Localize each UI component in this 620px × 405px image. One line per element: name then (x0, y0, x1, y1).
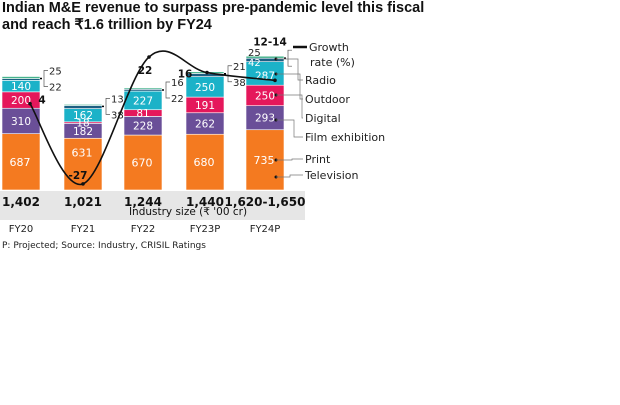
segment-value-label: 310 (11, 116, 31, 128)
outdoor-value-label: 22 (49, 83, 62, 94)
growth-rate-label: 12-14 (253, 36, 287, 48)
segment-value-label: 228 (133, 121, 153, 133)
total-label: 1,021 (64, 195, 102, 209)
x-tick-label: FY23P (190, 224, 221, 235)
segment-value-label: 140 (11, 81, 31, 93)
growth-rate-label: -27 (69, 170, 88, 182)
legend-leader-line (276, 158, 303, 161)
growth-point (147, 55, 151, 59)
segment-value-label: 670 (132, 157, 153, 170)
bar-segment-print (245, 105, 285, 131)
bar-segment-radio (1, 76, 41, 79)
legend-label-radio: Radio (305, 74, 336, 87)
chart-title: Indian M&E revenue to surpass pre-pandem… (2, 0, 425, 33)
bracket (43, 70, 48, 87)
outdoor-value-label: 42 (248, 58, 261, 69)
segment-value-label: 18 (76, 118, 89, 130)
legend-label-digital: Digital (305, 112, 341, 125)
bar-segment-television (1, 133, 41, 191)
legend-growth-label: Growth (309, 41, 349, 54)
x-tick-label: FY24P (250, 224, 281, 235)
growth-point (81, 182, 85, 186)
outdoor-value-label: 38 (111, 110, 124, 121)
growth-point (28, 101, 32, 106)
growth-rate-label: 22 (138, 65, 153, 77)
legend-leader-line (276, 174, 303, 178)
total-label: 1,244 (124, 195, 162, 209)
legend-leader-line (276, 73, 303, 100)
total-label: 1,620-1,650 (225, 195, 306, 209)
bracket (227, 65, 232, 83)
segment-value-label: 735 (254, 154, 275, 167)
bar-segment-television (185, 133, 225, 191)
growth-rate-line (29, 50, 276, 185)
segment-value-label: 262 (195, 118, 215, 130)
bar-segment-television (123, 134, 163, 191)
segment-value-label: 680 (194, 156, 215, 169)
radio-value-label: 16 (171, 78, 184, 89)
bracket (287, 49, 292, 67)
segment-value-label: 250 (195, 82, 215, 94)
segment-value-label: 687 (10, 156, 31, 169)
outdoor-value-label: 22 (171, 94, 184, 105)
footnote: P: Projected; Source: Industry, CRISIL R… (2, 241, 206, 251)
x-tick-label: FY20 (9, 224, 34, 235)
segment-value-label: 200 (11, 95, 31, 107)
bar-segment-radio (245, 55, 285, 59)
segment-value-label: 191 (195, 100, 215, 112)
radio-value-label: 25 (248, 48, 261, 59)
legend-growth-label-2: rate (%) (310, 56, 355, 69)
bar-segment-outdoor (63, 105, 103, 109)
bracket (165, 81, 170, 99)
segment-value-label: 162 (73, 110, 93, 122)
segment-value-label: 227 (133, 95, 153, 107)
legend-leader-line (276, 94, 303, 119)
growth-rate-label: 4 (38, 95, 45, 107)
x-axis-label: Industry size (₹ '00 cr) (129, 206, 247, 218)
radio-value-label: 25 (49, 67, 62, 78)
segment-value-label: 631 (72, 146, 93, 159)
legend-label-outdoor: Outdoor (305, 93, 350, 106)
growth-point (273, 78, 277, 83)
radio-value-label: 13 (111, 94, 124, 105)
x-tick-label: FY22 (131, 224, 156, 235)
outdoor-value-label: 38 (233, 78, 246, 89)
legend-label-film-exhibition: Film exhibition (305, 131, 385, 144)
segment-value-label: 250 (255, 90, 275, 102)
bar-segment-radio (123, 87, 163, 90)
radio-value-label: 21 (233, 62, 246, 73)
segment-value-label: 81 (136, 108, 149, 120)
bracket (105, 98, 110, 115)
industry-size-band (0, 191, 305, 220)
x-tick-label: FY21 (71, 224, 96, 235)
segment-value-label: 293 (255, 113, 275, 125)
total-label: 1,440 (186, 195, 224, 209)
growth-point (205, 70, 209, 75)
legend-leader-line (276, 58, 303, 81)
growth-rate-label: 16 (178, 69, 193, 81)
legend-label-print: Print (305, 153, 331, 166)
bar-segment-radio (63, 104, 103, 106)
legend-label-television: Television (304, 169, 359, 182)
legend-leader-line (276, 119, 303, 138)
total-label: 1,402 (2, 195, 40, 209)
segment-value-label: 182 (73, 126, 93, 138)
